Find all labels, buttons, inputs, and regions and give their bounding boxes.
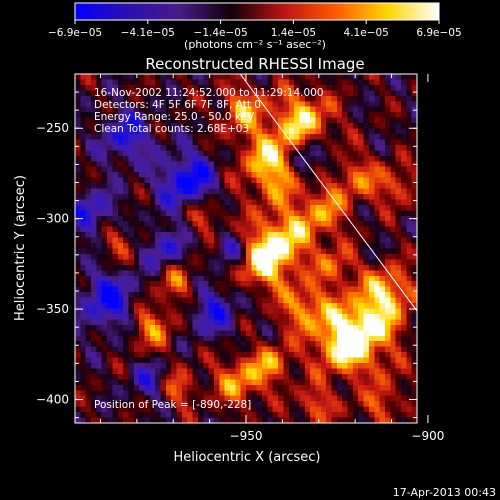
y-tick-label: −350 [36, 302, 69, 316]
peak-marker [308, 172, 314, 178]
colorbar [74, 2, 440, 21]
annotation-energy: Energy Range: 25.0 - 50.0 keV [94, 111, 255, 123]
colorbar-tick-label: −6.9e−05 [48, 27, 102, 39]
annotation-block: 16-Nov-2002 11:24:52.000 to 11:29:14.000… [94, 87, 324, 135]
y-tick-label: −250 [36, 121, 69, 135]
y-tick-label: −300 [36, 212, 69, 226]
peak-position-label: Position of Peak = [-890,-228] [94, 399, 251, 411]
plot-area [75, 74, 417, 423]
y-tick-label: −400 [36, 392, 69, 406]
colorbar-unit-label: (photons cm⁻² s⁻¹ asec⁻²) [184, 38, 326, 51]
x-axis-label: Heliocentric X (arcsec) [174, 450, 321, 465]
x-tick-label: −950 [230, 429, 263, 443]
footer-timestamp: 17-Apr-2013 00:43 [393, 486, 496, 499]
colorbar-tick-label: −1.4e−05 [194, 27, 248, 39]
colorbar-tick-label: 6.9e−05 [416, 27, 461, 39]
chart-title: Reconstructed RHESSI Image [145, 55, 364, 73]
y-axis-label: Heliocentric Y (arcsec) [13, 175, 28, 321]
colorbar-tick-label: 4.1e−05 [344, 27, 389, 39]
colorbar-tick-label: −4.1e−05 [121, 27, 175, 39]
colorbar-tick-label: 1.4e−05 [271, 27, 316, 39]
x-tick-label: −900 [411, 429, 444, 443]
solar-limb-line [239, 74, 417, 312]
annotation-detectors: Detectors: 4F 5F 6F 7F 8F, Att 0 [94, 99, 261, 111]
heatmap-image [75, 74, 417, 423]
colorbar-ticks: −6.9e−05 −4.1e−05 −1.4e−05 1.4e−05 4.1e−05 6.… [48, 20, 462, 39]
annotation-clean: Clean Total counts: 2.68E+03 [94, 123, 249, 135]
annotation-time: 16-Nov-2002 11:24:52.000 to 11:29:14.000 [94, 87, 324, 99]
axis-ticks: −950−900−850−250−300−350−400 [36, 73, 444, 443]
